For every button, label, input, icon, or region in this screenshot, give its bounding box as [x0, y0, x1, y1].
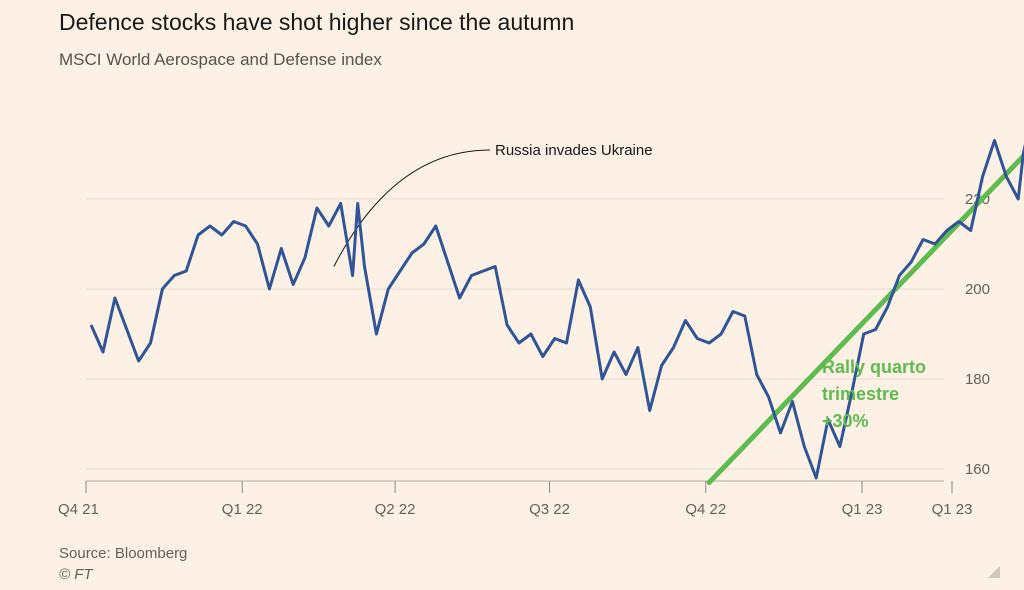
rally-label-line: trimestre — [822, 384, 899, 404]
source-note: Source: Bloomberg — [59, 545, 188, 562]
chart-title: Defence stocks have shot higher since th… — [59, 9, 575, 35]
resize-handle-icon — [988, 566, 1000, 578]
x-tick-label: Q2 22 — [375, 501, 416, 518]
trendline-group — [706, 151, 1024, 485]
x-axis-ticks: Q4 21 Q1 22 Q2 22 Q3 22 Q4 22 Q1 23 Q1 23 — [58, 480, 973, 518]
rally-label-line: Rally quarto — [822, 357, 926, 377]
annotation-connector — [333, 149, 491, 267]
chart-subtitle: MSCI World Aerospace and Defense index — [59, 50, 382, 69]
annotation-group: Russia invades Ukraine — [333, 142, 653, 267]
x-tick-label: Q1 22 — [222, 501, 263, 518]
x-tick-label: Q1 23 — [842, 501, 883, 518]
rally-label-line: +30% — [822, 411, 869, 431]
y-tick-label: 180 — [965, 371, 990, 388]
x-tick-label: Q4 21 — [58, 501, 99, 518]
rally-label-group: Rally quarto trimestre +30% — [822, 357, 926, 431]
series-group — [89, 139, 1024, 480]
y-tick-label: 160 — [965, 461, 990, 478]
x-tick-label: Q4 22 — [685, 501, 726, 518]
grid-lines — [86, 198, 944, 470]
trendline — [706, 151, 1024, 485]
x-tick-label: Q1 23 — [932, 501, 973, 518]
x-tick-label: Q3 22 — [529, 501, 570, 518]
y-tick-label: 200 — [965, 281, 990, 298]
copyright-note: © FT — [59, 566, 93, 583]
series-line — [89, 139, 1024, 480]
annotation-label: Russia invades Ukraine — [495, 142, 653, 159]
